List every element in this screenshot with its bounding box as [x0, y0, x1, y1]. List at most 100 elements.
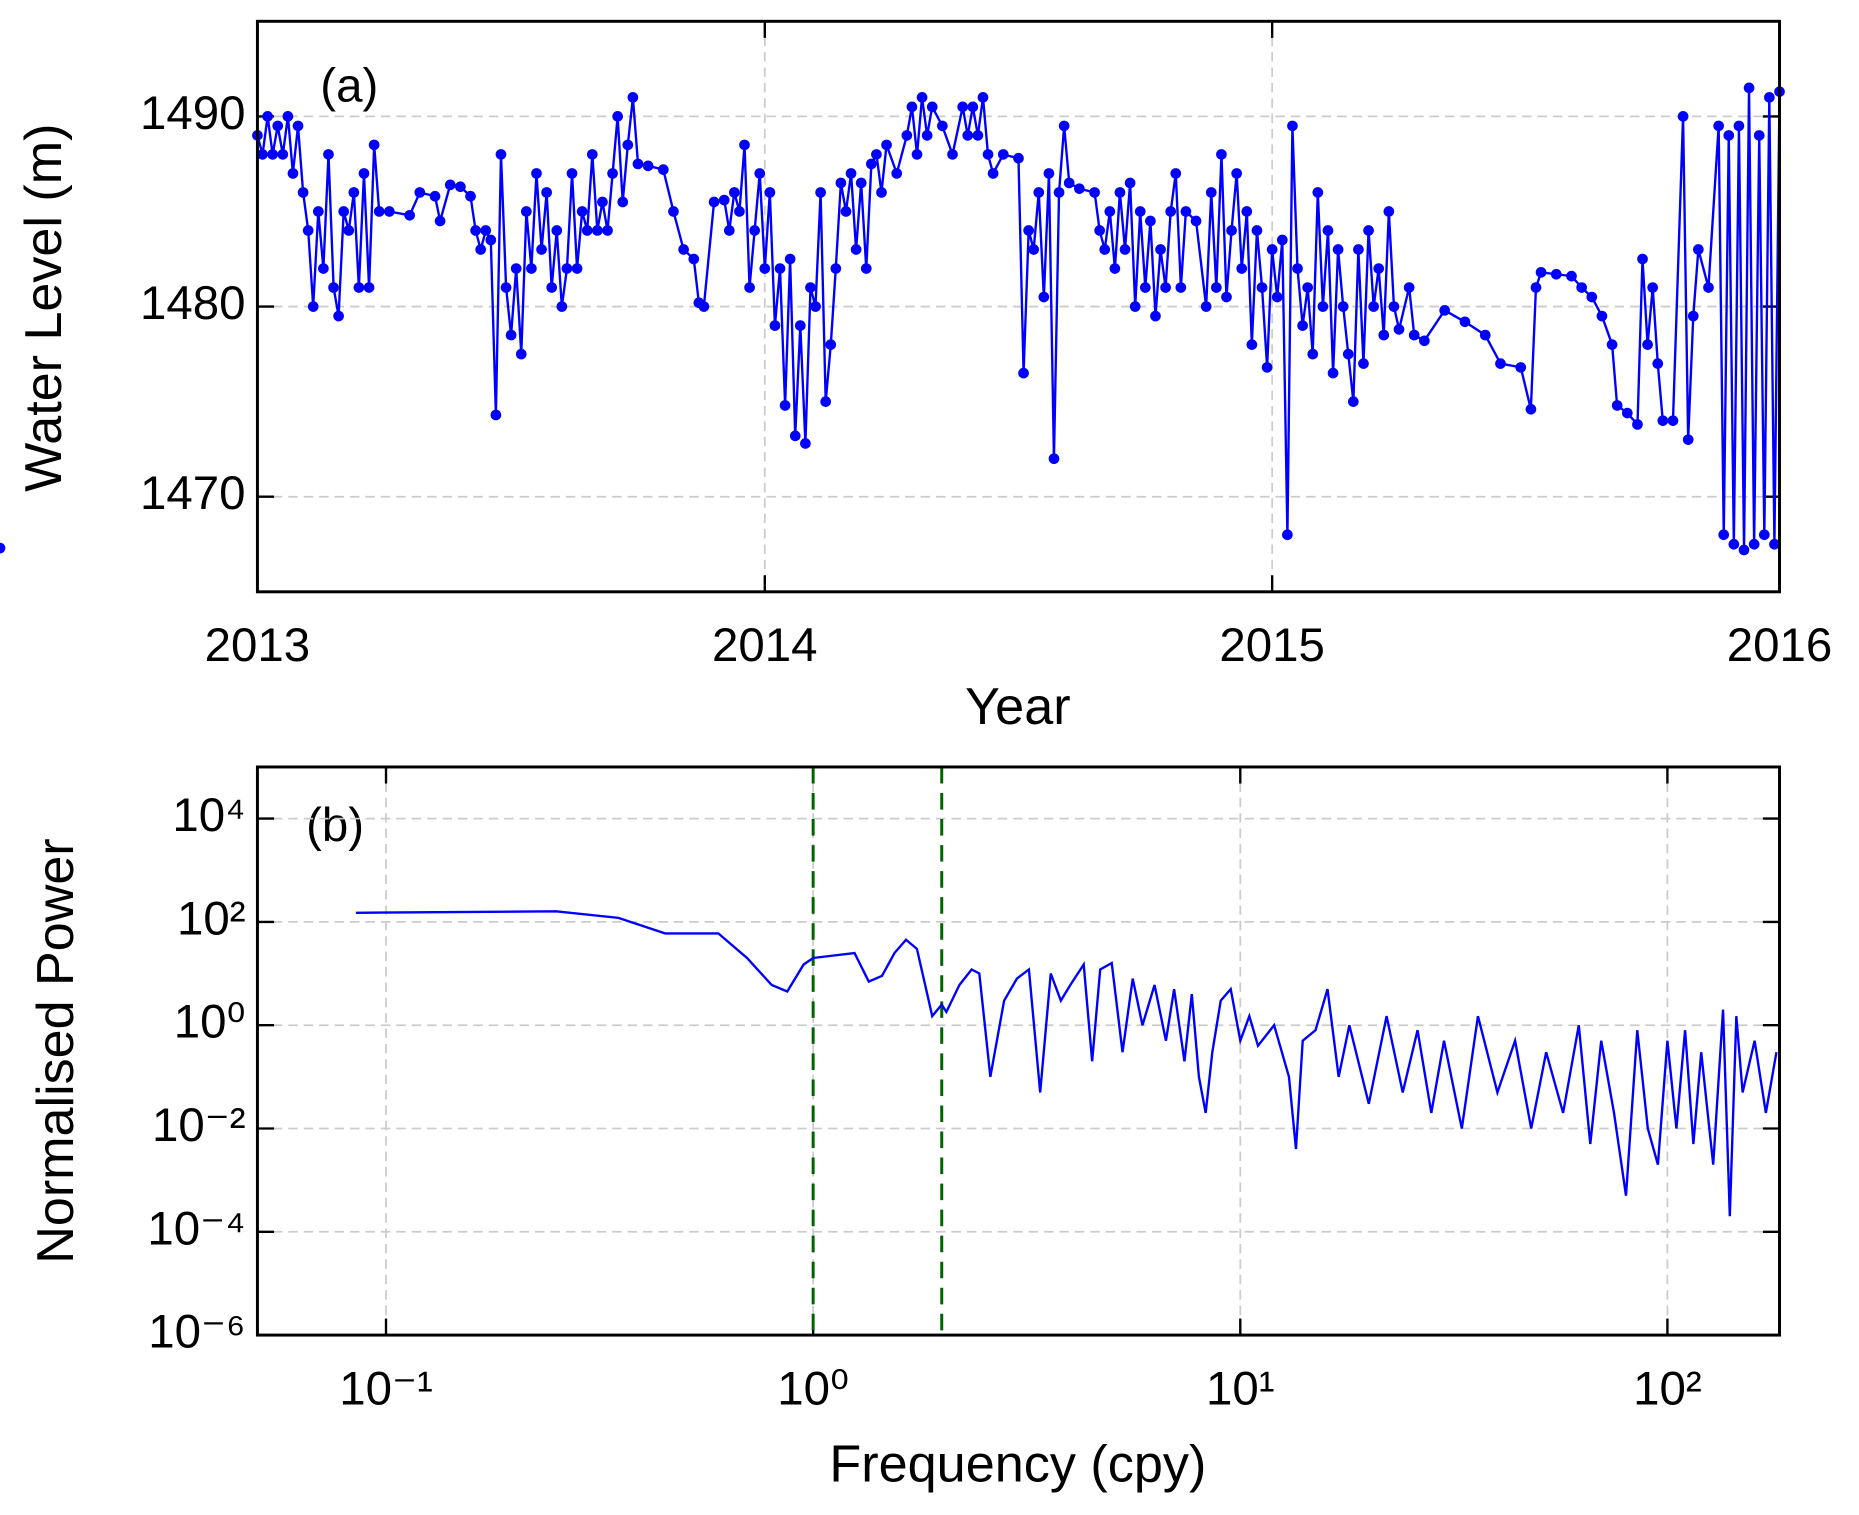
data-point — [520, 206, 532, 217]
data-point — [1687, 310, 1699, 322]
data-point — [536, 244, 547, 255]
data-point — [1692, 244, 1704, 255]
data-point — [1109, 263, 1121, 274]
data-point — [566, 168, 578, 179]
data-point — [510, 263, 522, 274]
data-point — [1332, 244, 1344, 255]
data-point — [1266, 244, 1278, 255]
data-point — [323, 149, 334, 160]
x-tick-label: 10⁰ — [777, 1362, 849, 1415]
data-point — [1155, 244, 1166, 255]
data-point — [1297, 320, 1308, 331]
data-point — [282, 111, 294, 122]
data-point — [1170, 168, 1182, 179]
data-point — [1642, 339, 1653, 350]
data-point — [754, 168, 766, 179]
data-point — [571, 263, 583, 274]
data-point — [1515, 362, 1527, 373]
data-point — [1728, 538, 1740, 550]
data-point — [561, 263, 573, 274]
data-point — [906, 101, 918, 113]
data-point — [891, 168, 903, 179]
data-point — [597, 196, 608, 208]
data-point — [607, 168, 618, 179]
data-line — [355, 910, 1778, 1217]
data-point — [1611, 400, 1623, 411]
data-point — [784, 253, 796, 265]
data-point — [1525, 403, 1537, 415]
data-point — [1363, 225, 1374, 236]
data-point — [307, 301, 319, 312]
y-tick-label: 10² — [177, 892, 246, 945]
data-point — [1038, 291, 1050, 303]
data-point — [592, 225, 603, 236]
data-point — [1256, 282, 1268, 293]
data-point — [505, 329, 517, 341]
data-point — [744, 282, 755, 293]
data-point — [1058, 120, 1070, 132]
data-point — [1322, 225, 1334, 236]
data-point — [698, 301, 710, 312]
data-point — [373, 206, 385, 217]
data-point — [1150, 310, 1161, 322]
data-point — [729, 187, 740, 198]
data-point — [820, 396, 832, 407]
data-point — [500, 282, 512, 293]
data-point — [1276, 234, 1288, 246]
data-point — [1718, 529, 1730, 541]
data-point — [318, 263, 329, 274]
data-point — [921, 130, 933, 141]
data-point — [1129, 301, 1141, 312]
data-point — [1403, 282, 1415, 293]
data-point — [292, 120, 304, 132]
data-point — [277, 149, 289, 160]
data-point — [810, 301, 821, 312]
data-point — [429, 190, 441, 202]
data-point — [688, 253, 700, 265]
panel-label: (b) — [306, 799, 364, 852]
data-point — [1733, 120, 1745, 132]
data-point — [414, 187, 426, 198]
data-point — [840, 206, 852, 217]
data-point — [495, 149, 507, 160]
data-point — [657, 164, 669, 175]
data-point — [881, 139, 892, 151]
data-point — [794, 320, 806, 331]
data-point — [1074, 183, 1085, 194]
data-point — [1439, 305, 1450, 316]
data-point — [287, 168, 299, 179]
data-point — [723, 225, 735, 236]
data-point — [1495, 358, 1506, 369]
data-point — [1373, 263, 1385, 274]
data-point — [444, 179, 456, 191]
data-point — [1738, 544, 1750, 556]
data-point — [1302, 282, 1314, 293]
data-point — [480, 225, 492, 236]
data-point — [764, 187, 776, 198]
data-point — [1383, 206, 1395, 217]
data-point — [845, 168, 857, 179]
data-point — [1596, 310, 1608, 322]
data-point — [830, 263, 842, 274]
data-point — [1231, 168, 1242, 179]
x-tick-label: 2014 — [712, 619, 818, 672]
data-point — [800, 438, 811, 449]
data-point — [1393, 324, 1405, 335]
data-point — [1419, 335, 1430, 347]
data-point — [967, 101, 979, 113]
data-point — [0, 542, 6, 554]
data-point — [470, 225, 481, 236]
data-point — [622, 139, 634, 151]
data-point — [1337, 301, 1349, 312]
data-point — [1713, 120, 1724, 132]
data-point — [1647, 282, 1659, 293]
data-point — [911, 149, 923, 160]
data-point — [1094, 225, 1105, 236]
data-point — [1769, 538, 1780, 550]
data-point — [328, 282, 339, 293]
data-point — [257, 149, 268, 160]
data-point — [1018, 367, 1029, 379]
data-point — [815, 187, 826, 198]
data-point — [1637, 253, 1648, 265]
